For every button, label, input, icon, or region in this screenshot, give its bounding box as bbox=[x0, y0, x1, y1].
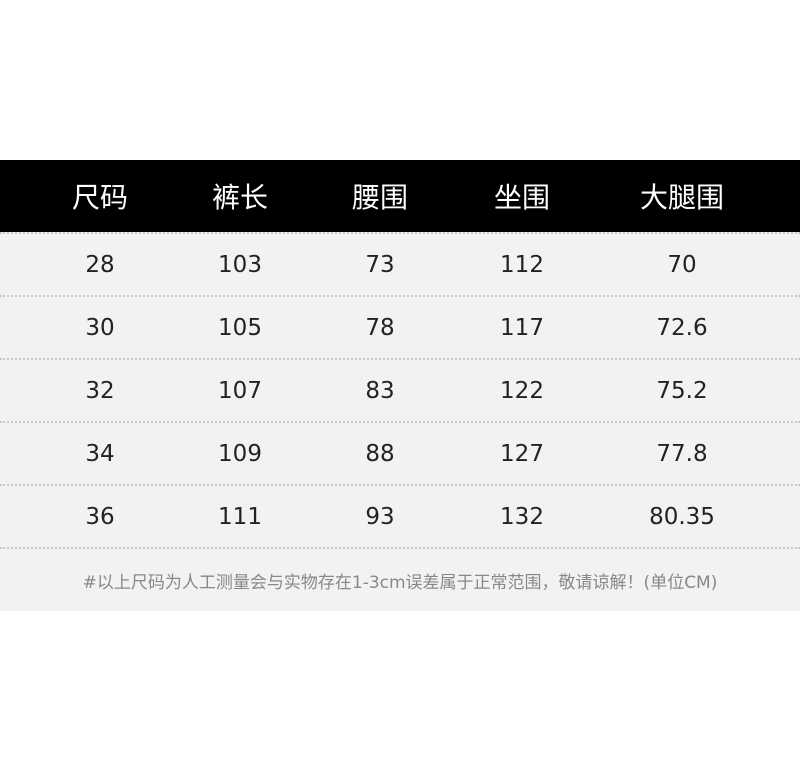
table-cell: 117 bbox=[500, 314, 544, 341]
header-length: 裤长 bbox=[211, 181, 269, 214]
table-cell: 28 bbox=[85, 251, 115, 278]
table-cell: 105 bbox=[218, 314, 262, 341]
header-hip: 坐围 bbox=[493, 181, 551, 214]
table-cell: 32 bbox=[85, 377, 115, 404]
table-cell: 109 bbox=[218, 440, 262, 467]
table-cell: 83 bbox=[365, 377, 395, 404]
footnote: #以上尺码为人工测量会与实物存在1-3cm误差属于正常范围，敬请谅解！(单位CM… bbox=[0, 547, 800, 611]
table-cell: 73 bbox=[365, 251, 395, 278]
table-cell: 70 bbox=[667, 251, 697, 278]
table-row: 36 111 93 132 80.35 bbox=[0, 484, 800, 547]
table-row: 28 103 73 112 70 bbox=[0, 232, 800, 295]
table-cell: 72.6 bbox=[656, 314, 708, 341]
header-waist: 腰围 bbox=[351, 181, 409, 214]
table-cell: 34 bbox=[85, 440, 115, 467]
table-cell: 132 bbox=[500, 503, 544, 530]
table-cell: 77.8 bbox=[656, 440, 708, 467]
table-header: 尺码 裤长 腰围 坐围 大腿围 bbox=[0, 160, 800, 232]
table-row: 34 109 88 127 77.8 bbox=[0, 421, 800, 484]
size-chart-table: 尺码 裤长 腰围 坐围 大腿围 28 103 73 112 70 30 105 78 117 72… bbox=[0, 160, 800, 611]
table-cell: 78 bbox=[365, 314, 395, 341]
table-cell: 112 bbox=[500, 251, 544, 278]
table-cell: 103 bbox=[218, 251, 262, 278]
table-cell: 30 bbox=[85, 314, 115, 341]
header-thigh: 大腿围 bbox=[639, 181, 725, 214]
table-cell: 111 bbox=[218, 503, 262, 530]
table-cell: 127 bbox=[500, 440, 544, 467]
table-cell: 107 bbox=[218, 377, 262, 404]
table-cell: 122 bbox=[500, 377, 544, 404]
table-cell: 80.35 bbox=[649, 503, 715, 530]
table-row: 32 107 83 122 75.2 bbox=[0, 358, 800, 421]
table-row: 30 105 78 117 72.6 bbox=[0, 295, 800, 358]
table-cell: 88 bbox=[365, 440, 395, 467]
table-cell: 75.2 bbox=[656, 377, 708, 404]
table-cell: 93 bbox=[365, 503, 395, 530]
table-cell: 36 bbox=[85, 503, 115, 530]
header-size: 尺码 bbox=[71, 181, 129, 214]
